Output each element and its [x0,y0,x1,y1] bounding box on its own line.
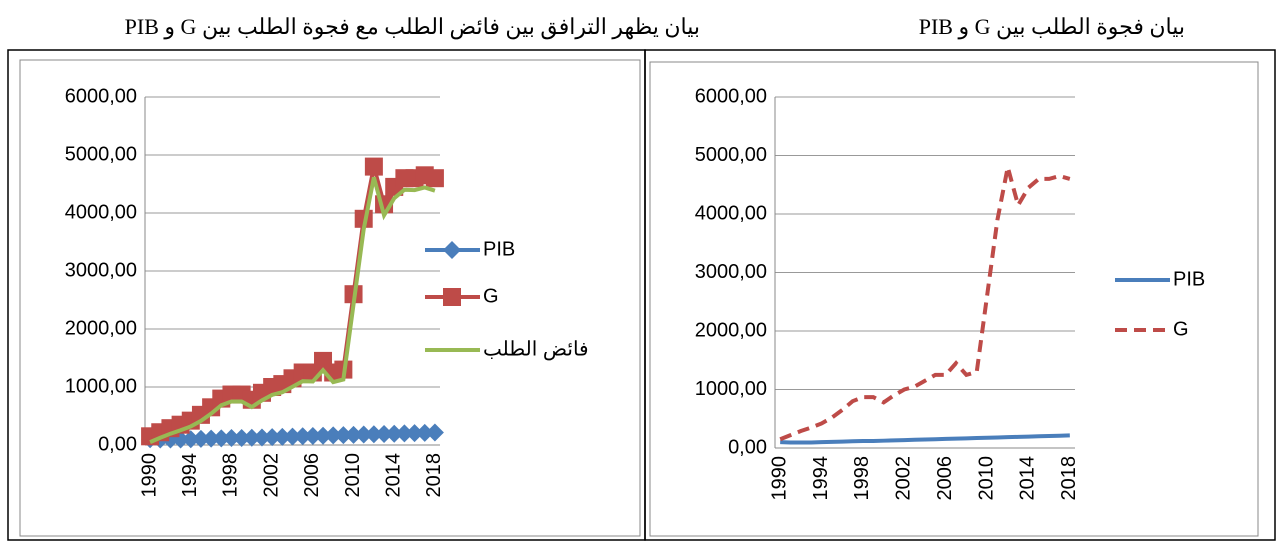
x-tick-label: 1998 [851,456,873,501]
y-tick-label: 0,00 [728,436,767,458]
y-tick-label: 1000,00 [65,375,137,397]
legend-label: G [483,285,499,307]
y-tick-label: 2000,00 [695,319,767,341]
marker [405,424,424,443]
y-tick-label: 1000,00 [695,378,767,400]
y-tick-label: 6000,00 [695,85,767,107]
marker [324,426,343,445]
cell-border [7,49,646,541]
cell-border [644,49,1276,541]
x-tick-label: 2018 [423,453,445,498]
legend-label: PIB [483,238,515,260]
y-tick-label: 5000,00 [65,143,137,165]
marker [415,423,434,442]
marker [354,425,373,444]
y-tick-label: 3000,00 [65,259,137,281]
marker [273,427,292,446]
marker [344,425,363,444]
marker [375,424,394,443]
marker [252,428,271,447]
marker [242,428,261,447]
series-line [780,433,1070,445]
marker [385,424,404,443]
chart-frame [649,61,1259,537]
marker [303,427,322,446]
series-line [149,176,436,444]
x-tick-label: 1994 [810,456,832,501]
marker [364,157,383,176]
chart-title: بيان يظهر الترافق بين فائض الطلب مع فجوة… [124,14,700,39]
x-tick-label: 2014 [1017,456,1039,501]
legend-marker [443,241,461,259]
x-tick-label: 2018 [1058,456,1080,501]
marker [395,424,414,443]
marker [293,427,312,446]
marker [191,429,210,448]
marker [181,430,200,449]
x-tick-label: 2010 [342,453,364,498]
marker [425,169,444,188]
marker [314,426,333,445]
legend-label: PIB [1173,268,1205,290]
marker [263,428,282,447]
marker [425,423,444,442]
x-tick-label: 2002 [260,453,282,498]
x-tick-label: 1990 [768,456,790,501]
marker [364,425,383,444]
x-tick-label: 1998 [220,453,242,498]
marker [212,429,231,448]
x-tick-label: 2010 [975,456,997,501]
legend-label: فائض الطلب [483,338,589,360]
x-tick-label: 1990 [138,453,160,498]
y-tick-label: 2000,00 [65,317,137,339]
y-tick-label: 5000,00 [695,144,767,166]
chart-frame [19,59,641,537]
marker [222,429,241,448]
y-tick-label: 4000,00 [695,202,767,224]
marker [202,429,221,448]
x-tick-label: 1994 [179,453,201,498]
marker [283,427,302,446]
x-tick-label: 2002 [893,456,915,501]
x-tick-label: 2006 [934,456,956,501]
y-tick-label: 0,00 [98,433,137,455]
marker [334,426,353,445]
y-tick-label: 3000,00 [695,261,767,283]
series-line [779,166,1071,442]
legend-marker [443,288,461,306]
x-tick-label: 2014 [383,453,405,498]
y-tick-label: 6000,00 [65,85,137,107]
x-tick-label: 2006 [301,453,323,498]
y-tick-label: 4000,00 [65,201,137,223]
chart-title: بيان فجوة الطلب بين G و PIB [918,14,1185,39]
marker [232,429,251,448]
legend-label: G [1173,318,1189,340]
